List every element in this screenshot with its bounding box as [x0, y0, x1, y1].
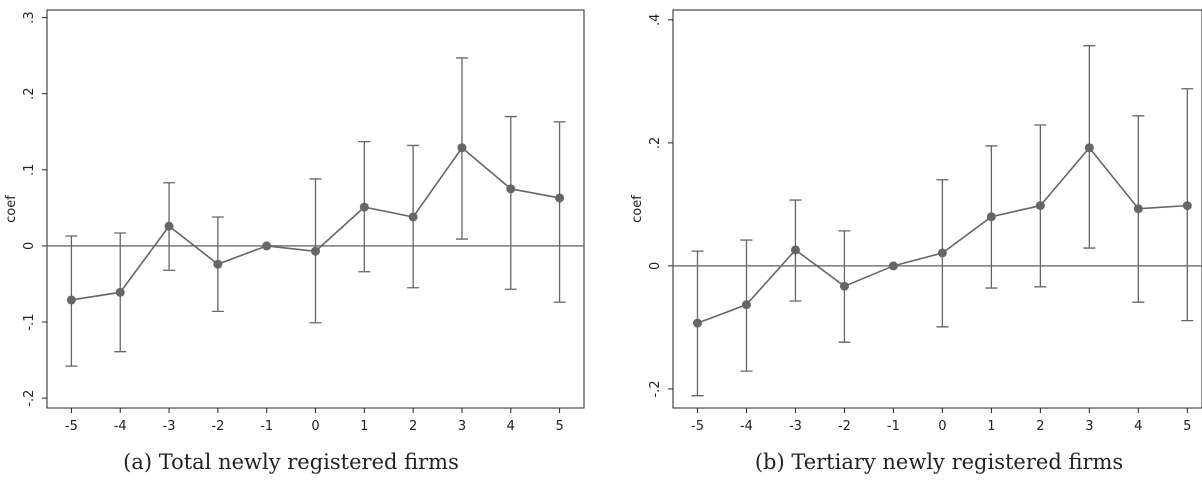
x-tick-label: -2	[838, 419, 851, 434]
x-tick-label: 5	[555, 419, 563, 434]
x-tick-label: -3	[163, 419, 176, 434]
x-tick-label: -5	[65, 419, 78, 434]
x-tick-label: -5	[691, 419, 704, 434]
caption: (b) Tertiary newly registered firms	[755, 450, 1123, 474]
x-tick-label: -1	[887, 419, 900, 434]
point	[359, 202, 369, 212]
x-tick-label: 0	[938, 419, 946, 434]
point	[1084, 143, 1094, 153]
x-tick-label: 1	[360, 419, 368, 434]
y-tick-label: 0	[648, 262, 663, 270]
x-tick-label: -4	[114, 419, 127, 434]
error-bar	[553, 121, 566, 303]
y-tick-label: 0	[22, 242, 37, 250]
point	[262, 241, 272, 251]
y-tick-label: -.1	[22, 313, 37, 330]
point	[937, 248, 947, 258]
y-tick-label: -.2	[648, 380, 663, 397]
y-tick-label: -.2	[22, 390, 37, 407]
x-tick-label: -4	[740, 419, 753, 434]
error-bar	[504, 115, 517, 290]
x-tick-label: 3	[1085, 419, 1093, 434]
point	[1035, 201, 1045, 211]
point	[986, 212, 996, 222]
y-tick-label: .4	[648, 14, 663, 26]
plot-frame	[672, 9, 1202, 409]
point	[1182, 201, 1192, 211]
x-tick-label: -2	[211, 419, 224, 434]
y-tick-label: .2	[22, 88, 37, 100]
point	[839, 281, 849, 291]
x-tick-label: 2	[409, 419, 417, 434]
x-tick-label: -3	[789, 419, 802, 434]
point	[790, 245, 800, 255]
x-tick-label: -1	[260, 419, 273, 434]
y-tick-label: .1	[22, 164, 37, 176]
x-tick-label: 5	[1183, 419, 1191, 434]
point	[457, 143, 467, 153]
x-tick-label: 2	[1036, 419, 1044, 434]
point	[1133, 204, 1143, 214]
x-tick-label: 0	[311, 419, 319, 434]
point	[888, 261, 898, 271]
point	[741, 300, 751, 310]
point	[164, 221, 174, 231]
x-tick-label: 4	[1134, 419, 1142, 434]
x-tick-label: 3	[458, 419, 466, 434]
point	[66, 295, 76, 305]
point	[555, 193, 565, 203]
point	[115, 287, 125, 297]
y-axis-label: coef	[4, 195, 19, 223]
point	[506, 184, 516, 194]
x-tick-label: 4	[507, 419, 515, 434]
y-tick-label: .2	[648, 137, 663, 149]
point	[408, 212, 418, 222]
point	[311, 246, 320, 256]
y-axis-label: coef	[630, 195, 645, 223]
point	[692, 318, 702, 328]
caption: (a) Total newly registered firms	[123, 450, 459, 474]
point	[213, 259, 223, 269]
y-tick-label: .3	[22, 11, 37, 23]
x-tick-label: 1	[987, 419, 995, 434]
